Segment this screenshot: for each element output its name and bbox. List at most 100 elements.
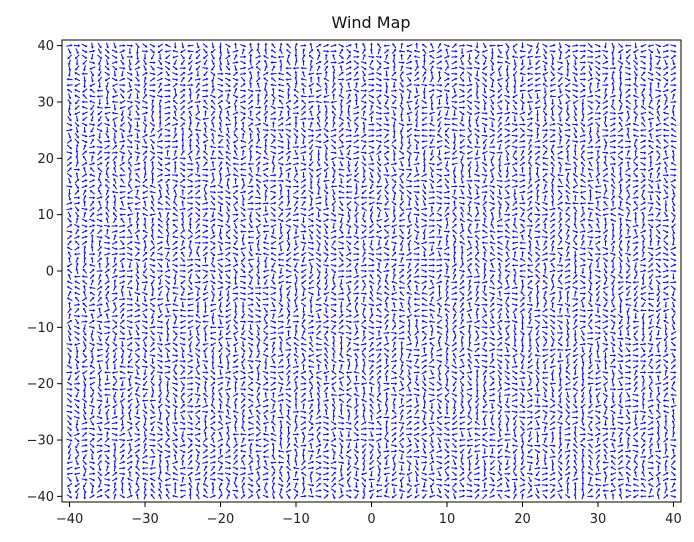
wind-arrow [249, 167, 252, 173]
wind-arrow [497, 185, 503, 188]
wind-arrow [234, 229, 238, 234]
wind-arrow [97, 399, 103, 402]
wind-arrow [482, 224, 487, 228]
wind-arrow [234, 325, 238, 330]
wind-arrow [218, 84, 224, 87]
wind-arrow [204, 189, 207, 195]
wind-arrow [129, 432, 132, 438]
wind-arrow [212, 392, 215, 398]
wind-arrow [196, 55, 200, 60]
wind-arrow [219, 488, 222, 494]
wind-arrow [210, 304, 216, 307]
wind-arrow [242, 482, 245, 487]
wind-arrow [423, 251, 426, 257]
wind-arrow [468, 201, 471, 206]
wind-arrow [429, 112, 435, 115]
wind-arrow [97, 349, 103, 352]
wind-arrow [497, 354, 503, 357]
wind-arrow [106, 133, 109, 138]
wind-arrow [476, 381, 479, 387]
wind-arrow [370, 184, 373, 190]
wind-arrow [482, 354, 488, 357]
wind-arrow [475, 134, 480, 138]
wind-arrow [144, 217, 147, 223]
wind-arrow [263, 298, 269, 301]
wind-arrow [302, 437, 305, 443]
wind-arrow [316, 337, 322, 340]
wind-arrow [74, 253, 80, 256]
wind-arrow [384, 467, 390, 470]
wind-arrow [355, 358, 358, 364]
wind-arrow [106, 359, 109, 364]
wind-arrow [166, 465, 169, 471]
wind-arrow [377, 224, 381, 229]
wind-arrow [218, 377, 224, 380]
wind-arrow [174, 364, 177, 370]
wind-arrow [264, 279, 267, 285]
wind-arrow [227, 184, 230, 190]
wind-arrow [219, 48, 222, 54]
wind-arrow [483, 392, 487, 397]
wind-arrow [347, 477, 350, 482]
wind-arrow [324, 314, 329, 318]
wind-arrow [105, 405, 111, 408]
wind-arrow [279, 359, 283, 364]
wind-arrow [67, 411, 73, 414]
wind-arrow [384, 236, 389, 239]
wind-arrow [128, 488, 131, 494]
wind-arrow [225, 461, 231, 464]
wind-arrow [393, 82, 396, 88]
wind-arrow [180, 298, 186, 301]
wind-arrow [384, 44, 390, 47]
wind-arrow [270, 84, 276, 87]
wind-arrow [323, 467, 329, 470]
wind-arrow [295, 403, 298, 409]
wind-arrow [438, 290, 441, 296]
wind-arrow [270, 174, 276, 177]
wind-arrow [97, 360, 103, 363]
wind-arrow [127, 495, 133, 498]
wind-arrow [270, 366, 276, 369]
wind-arrow [461, 189, 464, 195]
wind-arrow [279, 443, 282, 449]
wind-arrow [491, 178, 495, 183]
wind-arrow [119, 236, 125, 239]
wind-arrow [82, 432, 87, 436]
wind-arrow [317, 381, 320, 386]
wind-arrow [476, 122, 479, 128]
wind-arrow [452, 151, 456, 155]
wind-arrow [263, 456, 269, 459]
wind-arrow [430, 313, 433, 319]
wind-arrow [210, 455, 216, 458]
wind-arrow [316, 473, 322, 476]
wind-arrow [105, 236, 110, 239]
wind-arrow [347, 207, 351, 212]
wind-arrow [346, 281, 352, 284]
wind-arrow [67, 140, 72, 144]
wind-arrow [287, 415, 291, 420]
wind-arrow [90, 185, 95, 188]
wind-arrow [331, 230, 337, 233]
wind-arrow [309, 83, 314, 86]
wind-arrow [211, 139, 214, 145]
wind-arrow [368, 439, 374, 442]
wind-arrow [482, 438, 487, 441]
wind-arrow [119, 140, 125, 143]
wind-arrow [135, 315, 141, 318]
wind-arrow [264, 262, 267, 268]
wind-arrow [429, 146, 435, 149]
wind-arrow [406, 405, 412, 408]
wind-arrow [391, 445, 397, 448]
wind-arrow [391, 382, 397, 385]
wind-arrow [302, 476, 305, 482]
wind-arrow [354, 122, 359, 126]
wind-arrow [211, 437, 214, 443]
wind-arrow [385, 297, 388, 302]
wind-arrow [483, 482, 486, 488]
wind-arrow [121, 426, 124, 431]
wind-arrow [91, 76, 94, 82]
wind-arrow [436, 107, 442, 110]
wind-arrow [301, 128, 306, 132]
wind-arrow [429, 179, 434, 183]
wind-arrow [180, 343, 186, 346]
